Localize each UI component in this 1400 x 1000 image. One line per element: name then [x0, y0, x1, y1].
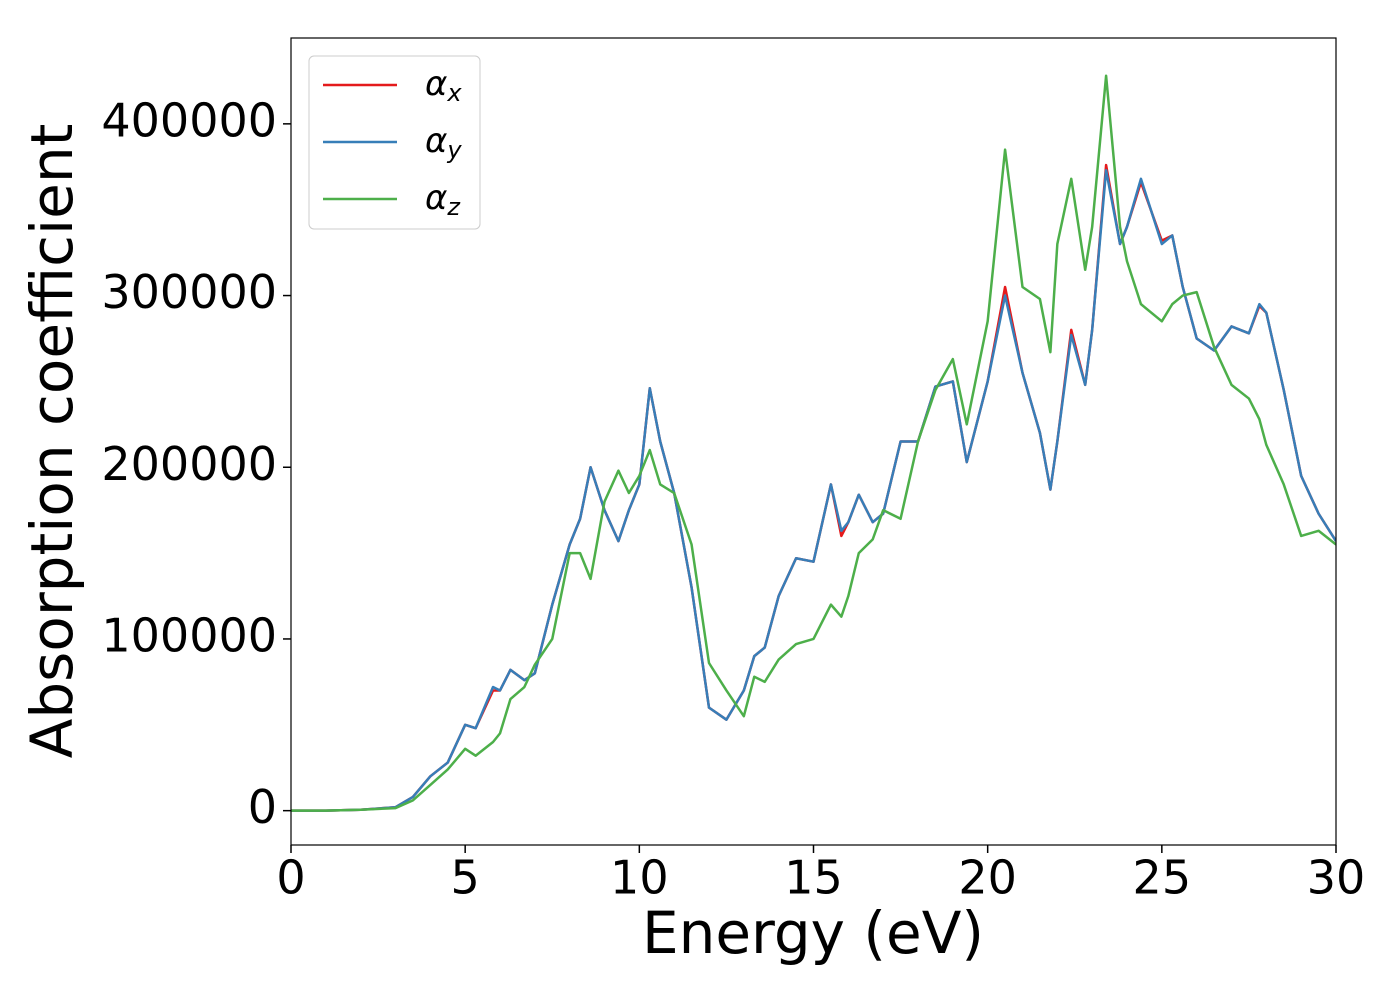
y-axis-label: Absorption coefficient: [18, 124, 86, 759]
x-tick-label: 20: [958, 851, 1017, 905]
x-tick-label: 15: [784, 851, 843, 905]
x-axis-label: Energy (eV): [642, 899, 984, 967]
legend-label-sub: z: [446, 193, 461, 221]
series-line: [291, 168, 1336, 812]
y-tick-label: 100000: [101, 608, 277, 662]
plot-frame: [290, 37, 1337, 846]
x-tick-label: 0: [276, 851, 305, 905]
x-tick-label: 30: [1307, 851, 1366, 905]
legend-label-sub: x: [446, 79, 462, 107]
y-tick-label: 300000: [101, 265, 277, 319]
legend-label-main: α: [425, 178, 447, 218]
y-tick-label: 400000: [101, 93, 277, 147]
legend-label-sub: y: [446, 136, 462, 164]
legend-label: αz: [425, 178, 461, 222]
x-tick-label: 10: [610, 851, 669, 905]
legend-label: αy: [425, 121, 462, 165]
y-tick-label: 200000: [101, 437, 277, 491]
x-tick-label: 25: [1133, 851, 1192, 905]
x-tick-label: 5: [451, 851, 480, 905]
legend-label-main: α: [425, 121, 447, 161]
series-line: [291, 74, 1336, 812]
legend-label: αx: [425, 64, 462, 108]
series-line: [291, 163, 1336, 812]
legend-label-main: α: [425, 64, 447, 104]
y-tick-label: 0: [248, 780, 277, 834]
